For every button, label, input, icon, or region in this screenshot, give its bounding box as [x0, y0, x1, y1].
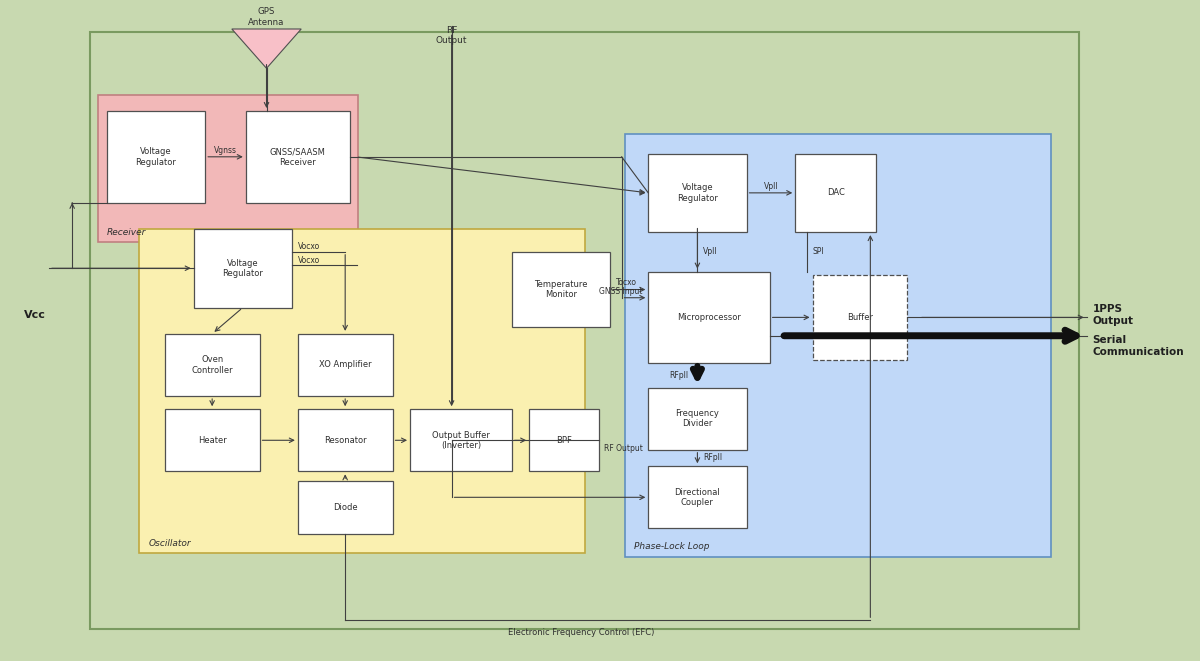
- Text: Heater: Heater: [198, 436, 227, 445]
- Bar: [529, 409, 599, 471]
- Text: SPI: SPI: [812, 247, 824, 256]
- Text: RF Output: RF Output: [605, 444, 643, 453]
- Text: Tocxo: Tocxo: [616, 278, 637, 288]
- Text: GNSS Input: GNSS Input: [599, 287, 642, 295]
- Text: GPS
Antenna: GPS Antenna: [248, 7, 284, 27]
- Bar: [648, 153, 746, 232]
- Bar: [812, 275, 907, 360]
- Bar: [511, 252, 610, 327]
- Text: Vgnss: Vgnss: [214, 146, 236, 155]
- Text: XO Amplifier: XO Amplifier: [319, 360, 372, 369]
- Bar: [298, 409, 392, 471]
- Text: Output Buffer
(Inverter): Output Buffer (Inverter): [432, 430, 490, 450]
- Text: Frequency
Divider: Frequency Divider: [676, 409, 719, 428]
- Text: RF
Output: RF Output: [436, 26, 467, 45]
- Text: GNSS/SAASM
Receiver: GNSS/SAASM Receiver: [270, 147, 325, 167]
- Bar: [246, 111, 350, 203]
- Text: Phase-Lock Loop: Phase-Lock Loop: [635, 543, 710, 551]
- Text: Vocxo: Vocxo: [298, 256, 320, 265]
- Bar: [164, 334, 259, 396]
- Bar: [648, 272, 769, 364]
- Text: Buffer: Buffer: [847, 313, 872, 322]
- Bar: [139, 229, 584, 553]
- Text: Resonator: Resonator: [324, 436, 366, 445]
- Bar: [298, 334, 392, 396]
- Text: RFpll: RFpll: [670, 371, 688, 380]
- Bar: [193, 229, 292, 307]
- Text: Electronic Frequency Control (EFC): Electronic Frequency Control (EFC): [508, 627, 654, 637]
- Text: Voltage
Regulator: Voltage Regulator: [222, 258, 263, 278]
- Bar: [164, 409, 259, 471]
- Text: Directional
Coupler: Directional Coupler: [674, 488, 720, 507]
- Bar: [298, 481, 392, 533]
- Text: DAC: DAC: [827, 188, 845, 198]
- Text: Oven
Controller: Oven Controller: [191, 355, 233, 375]
- Text: BPF: BPF: [556, 436, 571, 445]
- Bar: [410, 409, 511, 471]
- Bar: [625, 134, 1051, 557]
- Text: Vocxo: Vocxo: [298, 242, 320, 251]
- Bar: [90, 32, 1079, 629]
- Text: Vpll: Vpll: [703, 247, 718, 256]
- Text: Vcc: Vcc: [24, 310, 46, 320]
- Text: Oscillator: Oscillator: [149, 539, 191, 548]
- Text: Microprocessor: Microprocessor: [677, 313, 740, 322]
- Text: Temperature
Monitor: Temperature Monitor: [534, 280, 588, 299]
- Bar: [648, 387, 746, 449]
- Bar: [97, 95, 358, 242]
- Polygon shape: [232, 29, 301, 68]
- Text: Diode: Diode: [332, 503, 358, 512]
- Text: Vpll: Vpll: [763, 182, 778, 191]
- Bar: [796, 153, 876, 232]
- Text: Receiver: Receiver: [107, 228, 146, 237]
- Text: RFpll: RFpll: [703, 453, 722, 463]
- Bar: [107, 111, 205, 203]
- Bar: [648, 466, 746, 528]
- Text: Serial
Communication: Serial Communication: [1092, 335, 1184, 357]
- Text: 1PPS
Output: 1PPS Output: [1092, 304, 1134, 326]
- Text: Voltage
Regulator: Voltage Regulator: [136, 147, 176, 167]
- Text: Voltage
Regulator: Voltage Regulator: [677, 183, 718, 202]
